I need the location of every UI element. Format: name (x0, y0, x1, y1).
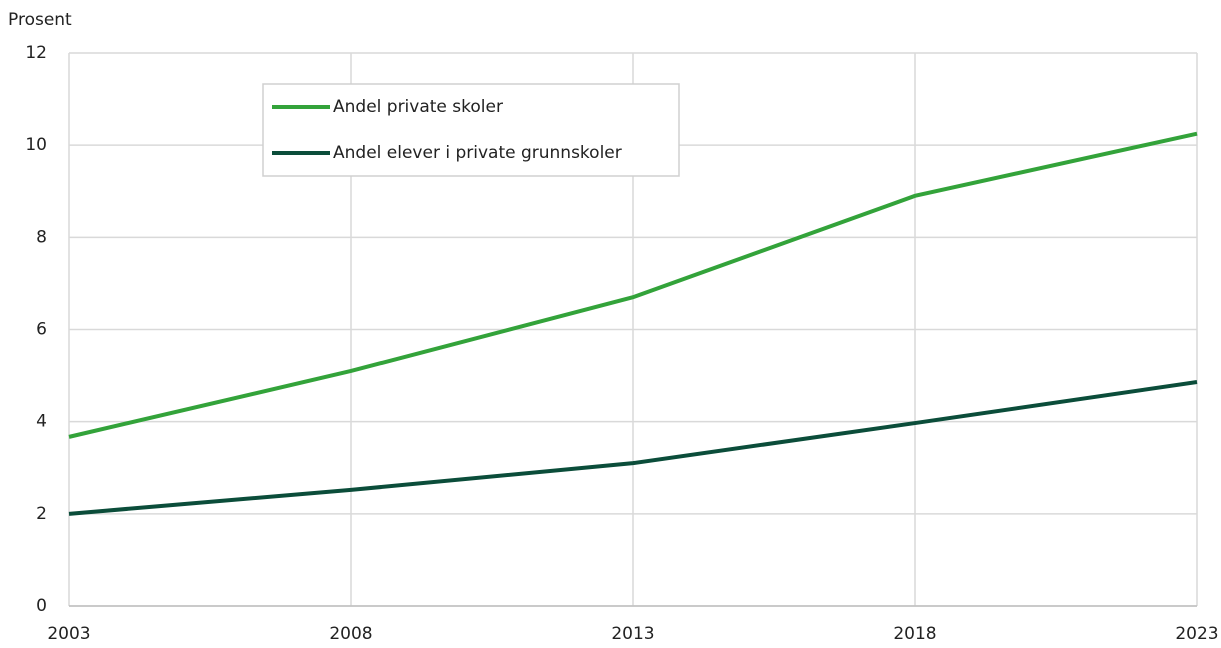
y-tick-label: 8 (36, 227, 47, 247)
legend: Andel private skoler Andel elever i priva… (262, 83, 680, 177)
y-tick-label: 12 (25, 43, 47, 63)
x-tick-label: 2023 (1175, 624, 1218, 644)
legend-label: Andel elever i private grunnskoler (333, 143, 622, 163)
y-tick-label: 4 (36, 412, 47, 432)
y-tick-label: 0 (36, 596, 47, 616)
x-tick-label: 2018 (893, 624, 936, 644)
legend-label: Andel private skoler (333, 97, 503, 117)
x-tick-label: 2003 (47, 624, 90, 644)
y-tick-label: 10 (25, 135, 47, 155)
series-line (68, 380, 1198, 516)
y-tick-label: 6 (36, 320, 47, 340)
x-tick-label: 2013 (611, 624, 654, 644)
y-axis-label: Prosent (8, 10, 72, 30)
y-tick-label: 2 (36, 504, 47, 524)
series-line (68, 131, 1198, 439)
x-tick-label: 2008 (329, 624, 372, 644)
legend-box (262, 83, 680, 177)
